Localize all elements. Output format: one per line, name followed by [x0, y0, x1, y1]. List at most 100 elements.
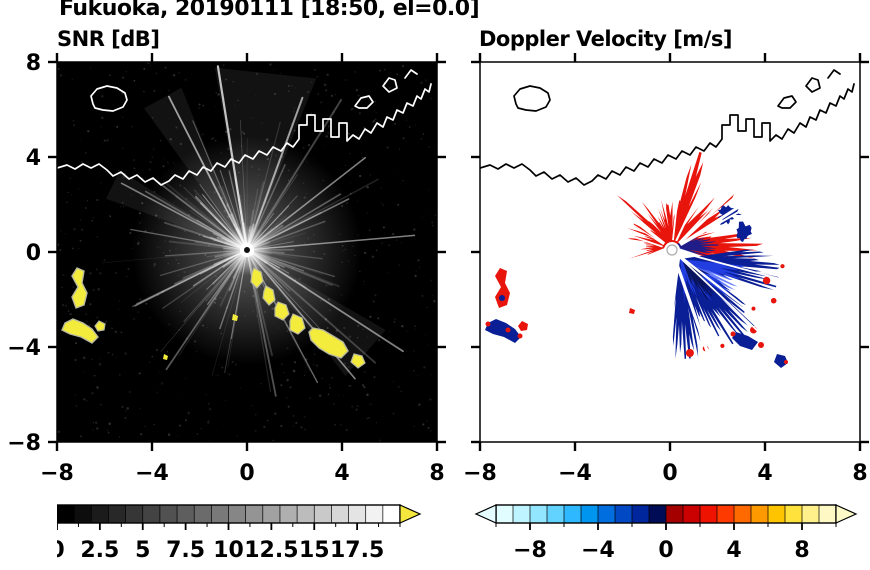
snr-field: [57, 62, 437, 442]
noise-dot: [369, 315, 372, 318]
echo-speck: [485, 319, 521, 343]
noise-dot: [292, 425, 295, 428]
noise-dot: [317, 93, 320, 95]
streak: [247, 188, 259, 246]
bright-streak: [173, 251, 243, 285]
noise-dot: [420, 81, 423, 84]
positive-velocity-speck: [762, 276, 771, 285]
colorbar-tick-label: 4: [726, 538, 741, 563]
noise-dot: [241, 131, 244, 134]
colorbar-segment: [279, 504, 298, 524]
colorbar-segment: [546, 504, 565, 524]
noise-dot: [402, 179, 404, 182]
streak: [196, 219, 244, 248]
streak: [214, 217, 245, 248]
noise-dot: [311, 81, 313, 83]
clutter-blob: [163, 354, 168, 360]
noise-dot: [431, 294, 434, 297]
noise-dot: [143, 90, 145, 93]
noise-dot: [348, 366, 350, 368]
noise-dot: [159, 139, 162, 142]
noise-dot: [61, 286, 63, 289]
noise-dot: [251, 405, 253, 407]
noise-dot: [374, 118, 377, 121]
noise-dot: [163, 102, 165, 104]
clutter-blob: [274, 301, 290, 321]
noise-dot: [137, 311, 140, 314]
streak: [202, 235, 243, 250]
noise-dot: [82, 356, 86, 360]
streak: [216, 236, 244, 250]
x-tick-label: 4: [334, 461, 349, 484]
streak: [206, 253, 244, 290]
positive-velocity-speck: [780, 264, 785, 269]
noise-dot: [322, 145, 324, 147]
streak: [200, 202, 245, 248]
noise-dot: [281, 363, 283, 366]
noise-dot: [84, 207, 87, 209]
noise-dot: [153, 148, 155, 150]
noise-dot: [285, 397, 288, 400]
streak: [213, 239, 243, 250]
colorbar-segment: [529, 504, 548, 524]
island-outline: [513, 85, 551, 112]
streak: [165, 253, 246, 371]
noise-dot: [149, 160, 152, 164]
noise-dot: [305, 390, 307, 392]
streak: [189, 209, 244, 248]
noise-dot: [71, 247, 74, 250]
noise-dot: [85, 312, 88, 316]
noise-dot: [101, 94, 104, 98]
streak: [221, 237, 244, 249]
streak: [222, 251, 244, 268]
radar-site-dot: [666, 244, 678, 256]
noise-dot: [178, 424, 181, 427]
streak: [251, 241, 294, 250]
streak: [249, 195, 298, 247]
streak: [226, 252, 244, 267]
noise-dot: [335, 107, 337, 110]
noise-dot: [156, 391, 159, 394]
noise-dot: [73, 124, 76, 127]
streak: [249, 228, 262, 247]
noise-dot: [318, 394, 322, 397]
streak: [250, 234, 276, 249]
noise-dot: [327, 131, 330, 134]
streak: [251, 250, 272, 255]
noise-dot: [200, 428, 202, 430]
noise-dot: [352, 108, 354, 110]
radial-gap: [572, 185, 664, 246]
bright-streak: [216, 65, 248, 246]
noise-dot: [310, 112, 312, 115]
noise-dot: [394, 174, 396, 176]
colorbar-segment: [597, 504, 616, 524]
noise-dot: [167, 433, 171, 436]
noise-dot: [125, 419, 127, 420]
colorbar-segment: [108, 504, 127, 524]
noise-dot: [339, 98, 343, 101]
noise-dot: [364, 251, 367, 255]
noise-dot: [355, 88, 359, 92]
noise-dot: [128, 390, 132, 394]
noise-dot: [359, 174, 362, 178]
noise-dot: [414, 124, 417, 127]
noise-dot: [120, 331, 123, 334]
streak: [134, 251, 244, 307]
streak: [221, 246, 243, 251]
streak: [212, 233, 243, 249]
noise-dot: [187, 411, 190, 415]
noise-dot: [432, 311, 434, 313]
noise-dot: [88, 324, 91, 327]
noise-dot: [415, 270, 417, 273]
noise-dot: [400, 242, 402, 244]
noise-dot: [433, 299, 436, 303]
x-tick-label: 0: [239, 461, 254, 484]
colorbar-segment: [90, 504, 110, 524]
noise-dot: [184, 377, 186, 379]
noise-dot: [273, 92, 277, 96]
streak: [251, 251, 305, 272]
noise-dot: [344, 165, 346, 167]
noise-dot: [109, 215, 112, 218]
echo-speck: [495, 268, 510, 308]
noise-dot: [90, 66, 92, 68]
